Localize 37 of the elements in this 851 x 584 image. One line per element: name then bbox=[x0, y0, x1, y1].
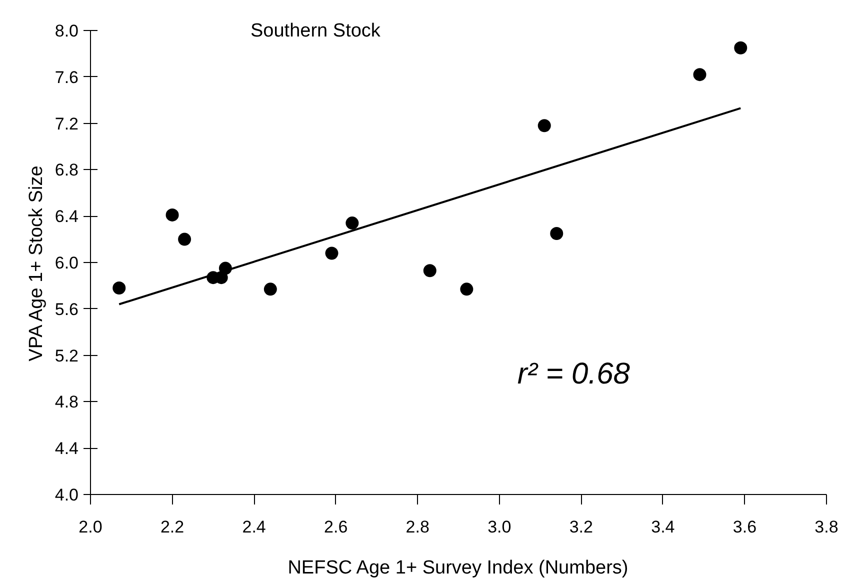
x-tick-label: 2.8 bbox=[406, 518, 430, 536]
point bbox=[423, 264, 436, 278]
x-tick-label: 2.0 bbox=[78, 518, 102, 536]
y-tick-label: 7.2 bbox=[54, 114, 79, 134]
point bbox=[460, 282, 474, 296]
y-tick-label: 8.0 bbox=[54, 22, 79, 40]
chart-title: Southern Stock bbox=[250, 20, 381, 42]
y-tick-label: 5.2 bbox=[54, 346, 79, 366]
x-tick-label: 3.4 bbox=[651, 518, 675, 536]
y-tick-label: 5.6 bbox=[54, 300, 79, 319]
point bbox=[325, 246, 338, 260]
y-axis-title: VPA Age 1+ Stock Size bbox=[26, 166, 47, 362]
x-tick-label: 2.4 bbox=[242, 518, 266, 536]
x-tick-label: 3.8 bbox=[814, 518, 838, 536]
x-axis-title: NEFSC Age 1+ Survey Index (Numbers) bbox=[288, 558, 628, 578]
y-tick-label: 4.4 bbox=[54, 439, 79, 458]
y-tick-label: 4.0 bbox=[54, 486, 79, 504]
y-tick-label: 7.6 bbox=[54, 68, 79, 87]
point bbox=[178, 232, 192, 246]
point bbox=[346, 216, 359, 230]
x-tick-label: 2.2 bbox=[160, 518, 184, 536]
x-tick-label: 3.6 bbox=[732, 518, 757, 536]
y-tick-label: 6.8 bbox=[54, 160, 79, 180]
y-tick-label: 6.0 bbox=[54, 254, 79, 272]
point bbox=[264, 282, 277, 296]
point bbox=[693, 68, 706, 82]
y-tick-label: 4.8 bbox=[54, 392, 79, 412]
point bbox=[734, 41, 748, 54]
x-tick-label: 2.6 bbox=[324, 518, 348, 536]
x-tick-label: 3.2 bbox=[569, 518, 593, 536]
point bbox=[538, 119, 551, 132]
y-tick-label: 6.4 bbox=[54, 207, 79, 226]
point bbox=[112, 282, 126, 295]
point bbox=[166, 208, 179, 222]
x-tick-label: 3.0 bbox=[488, 518, 512, 536]
point bbox=[550, 227, 564, 240]
annotation: r² = 0.68 bbox=[517, 357, 630, 390]
